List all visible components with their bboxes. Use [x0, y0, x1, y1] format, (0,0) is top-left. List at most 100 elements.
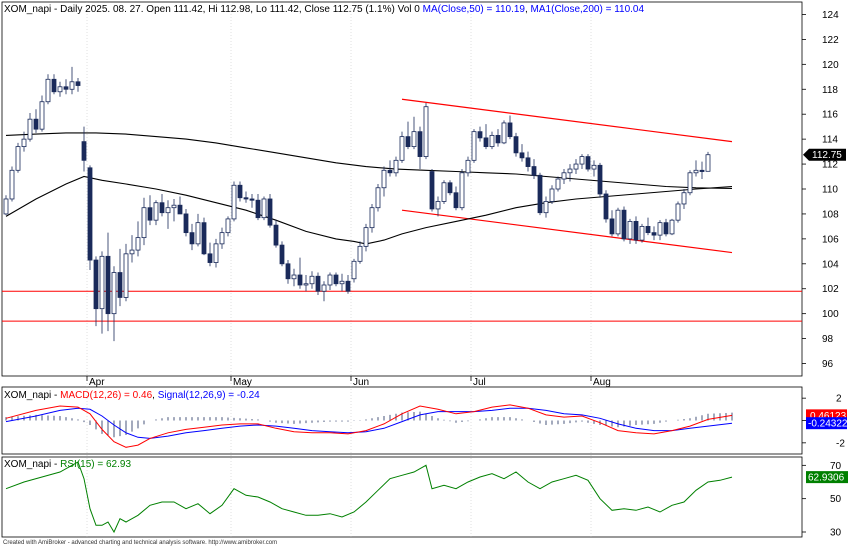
candle-body	[135, 237, 141, 251]
candle-body	[609, 218, 615, 235]
candle	[117, 248, 123, 307]
candle	[639, 223, 645, 243]
candle	[123, 243, 129, 302]
candle	[657, 220, 663, 241]
candle	[189, 223, 195, 251]
candle-body	[561, 172, 567, 180]
candle-body	[117, 272, 123, 298]
candle	[27, 112, 33, 142]
candle	[357, 241, 363, 264]
candle	[75, 78, 81, 92]
rsi-value-label: 62.9306	[808, 473, 845, 484]
candle	[465, 156, 471, 177]
candle	[177, 196, 183, 215]
price-tick-label: 114	[822, 135, 838, 146]
candle	[231, 181, 237, 222]
candle-body	[699, 169, 705, 172]
candle-body	[597, 164, 603, 195]
candle	[693, 160, 699, 177]
macd-tick-label: -2	[836, 438, 845, 449]
candle-body	[603, 193, 609, 220]
footer-credit: Created with AmiBroker - advanced charti…	[3, 540, 277, 546]
month-label: Aug	[593, 377, 611, 388]
month-label: May	[233, 377, 252, 388]
candle	[633, 216, 639, 244]
candle-body	[51, 78, 57, 93]
candle	[417, 126, 423, 170]
candle	[525, 151, 531, 172]
candle-body	[429, 171, 435, 210]
candle-body	[39, 101, 45, 130]
candle-body	[249, 198, 255, 201]
candle	[351, 258, 357, 283]
candle	[363, 223, 369, 252]
price-tick-label: 108	[822, 209, 839, 220]
candle	[591, 160, 597, 177]
candle	[399, 131, 405, 163]
macd-title: XOM_napi - MACD(12,26) = 0.46, Signal(12…	[4, 390, 260, 401]
macd-layer: 20-20.46123-0.24322	[5, 394, 848, 449]
candle-body	[681, 192, 687, 205]
candle	[57, 81, 63, 97]
candle-body	[495, 134, 501, 144]
support-lines	[2, 290, 802, 322]
candle-body	[477, 131, 483, 139]
trend-channel	[401, 98, 733, 254]
rsi-title: XOM_napi - RSI(15) = 62.93	[4, 459, 131, 470]
last-price-tag	[803, 148, 846, 161]
candle-body	[441, 182, 447, 202]
candle-body	[87, 167, 93, 261]
candle-body	[453, 192, 459, 209]
candle-body	[75, 81, 81, 86]
candle	[285, 260, 291, 284]
candle-body	[369, 207, 375, 229]
candle-body	[177, 204, 183, 215]
candle	[441, 180, 447, 204]
candle-body	[285, 263, 291, 280]
candle-body	[591, 164, 597, 170]
candle-body	[567, 168, 573, 174]
candle	[261, 196, 267, 221]
candle-body	[675, 203, 681, 221]
price-tick-label: 104	[822, 259, 839, 270]
candle-body	[309, 275, 315, 285]
candle-body	[213, 243, 219, 263]
candle	[51, 74, 57, 95]
candlesticks	[3, 66, 711, 342]
ma-separator: ,	[525, 4, 531, 15]
candle-body	[669, 219, 675, 235]
candle	[135, 221, 141, 257]
candle	[681, 189, 687, 209]
candle-body	[357, 245, 363, 262]
candle-body	[33, 118, 39, 130]
price-tick-label: 112	[822, 160, 838, 171]
candle-body	[183, 213, 189, 234]
price-panel-frame	[1, 1, 803, 377]
candle-body	[537, 174, 543, 214]
candle	[663, 218, 669, 237]
candle	[3, 195, 9, 216]
candle-body	[411, 131, 417, 148]
candle-body	[123, 253, 129, 298]
rsi-panel-frame	[1, 456, 803, 538]
candle-body	[327, 274, 333, 286]
candle	[333, 272, 339, 287]
month-label: Apr	[89, 377, 105, 388]
candle	[471, 129, 477, 163]
candle	[303, 275, 309, 292]
month-label: Jul	[473, 377, 486, 388]
price-tick-label: 120	[822, 60, 839, 71]
candle-body	[393, 159, 399, 174]
candle	[483, 124, 489, 150]
candle	[273, 220, 279, 248]
candle-body	[633, 221, 639, 241]
candle-body	[93, 259, 99, 310]
candle	[63, 79, 69, 95]
candle	[687, 170, 693, 196]
candle	[387, 160, 393, 177]
candle	[315, 272, 321, 295]
candle	[645, 217, 651, 236]
rsi-layer: 70 50 30 62.9306	[5, 461, 848, 539]
candle	[147, 195, 153, 226]
